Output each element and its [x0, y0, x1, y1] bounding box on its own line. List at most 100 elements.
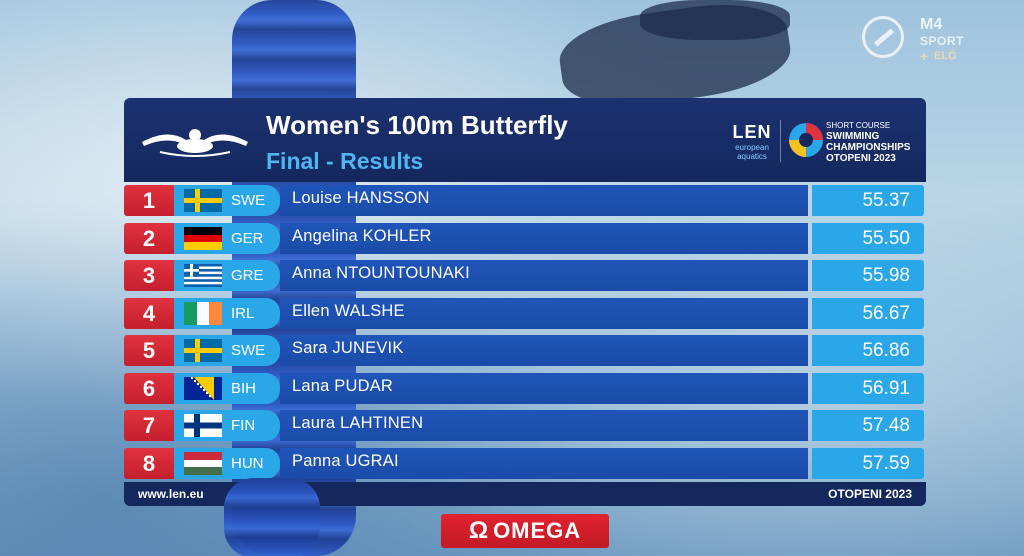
swimmer-name: Panna UGRAI — [292, 451, 399, 470]
country-cell: SWE — [174, 335, 280, 366]
event-subtitle: Final - Results — [266, 148, 424, 174]
country-cell: FIN — [174, 410, 280, 441]
time-cell: 55.50 — [812, 222, 924, 254]
country-cell: HUN — [174, 447, 280, 479]
country-code: FIN — [231, 417, 256, 434]
fin-flag-icon — [184, 414, 222, 437]
event-title: Women's 100m Butterfly — [266, 110, 568, 140]
len-logo-sub1: european — [735, 143, 769, 152]
country-code: HUN — [231, 454, 264, 472]
rank-badge: 4 — [124, 297, 174, 329]
time-cell: 56.91 — [812, 372, 924, 404]
swimmer-name: Lana PUDAR — [292, 376, 394, 395]
rank-badge: 6 — [124, 372, 174, 404]
name-bar — [280, 410, 808, 441]
hun-flag-icon — [184, 451, 222, 475]
sponsor-name: OMEGA — [493, 518, 582, 543]
result-row: 8 HUN Panna UGRAI 57.59 — [124, 445, 926, 483]
swimmer-name: Louise HANSSON — [292, 189, 430, 207]
lane-rope — [224, 478, 320, 556]
name-bar — [280, 222, 808, 254]
country-code: SWE — [231, 192, 266, 209]
rank-badge: 8 — [124, 447, 174, 479]
omega-icon: Ω — [468, 517, 490, 544]
len-logo: LEN european aquatics — [728, 122, 776, 161]
logo-divider — [780, 120, 781, 162]
time-cell: 56.86 — [812, 335, 924, 366]
result-row: 3 GRE Anna NTOUNTOUNAKI 55.98 — [124, 257, 926, 295]
result-row: 4 IRL Ellen WALSHE 56.67 — [124, 295, 926, 333]
live-label: ELŐ — [934, 50, 957, 62]
country-code: GER — [231, 229, 264, 247]
time-cell: 57.48 — [812, 410, 924, 441]
finish-time: 56.67 — [862, 302, 910, 324]
footer-location: OTOPENI 2023 — [828, 487, 912, 501]
champ-line-2: SWIMMING — [826, 131, 880, 142]
name-bar — [280, 335, 808, 366]
rank-badge: 1 — [124, 185, 174, 216]
footer-url: www.len.eu — [138, 487, 204, 501]
swe-flag-icon — [184, 339, 222, 362]
result-row: 7 FIN Laura LAHTINEN 57.48 — [124, 407, 926, 445]
len-logo-text: LEN — [732, 122, 772, 142]
champ-line-4: OTOPENI 2023 — [826, 153, 896, 164]
rank-badge: 7 — [124, 410, 174, 441]
swimmer-name: Angelina KOHLER — [292, 226, 432, 245]
country-cell: SWE — [174, 185, 280, 216]
country-code: BIH — [231, 379, 257, 397]
country-cell: GER — [174, 222, 280, 254]
broadcaster-logo: M4 SPORT + ELŐ — [862, 12, 992, 64]
len-logo-sub2: aquatics — [737, 152, 767, 161]
name-bar — [280, 297, 808, 329]
time-cell: 55.37 — [812, 185, 924, 216]
finish-time: 57.48 — [862, 415, 910, 436]
rank-badge: 2 — [124, 222, 174, 254]
channel-sport: SPORT — [920, 34, 964, 48]
result-row: 6 BIH Lana PUDAR 56.91 — [124, 370, 926, 408]
champ-line-3: CHAMPIONSHIPS — [826, 142, 911, 153]
results-header: Women's 100m Butterfly Final - Results L… — [124, 98, 926, 182]
name-bar — [280, 372, 808, 404]
swimmer-name: Anna NTOUNTOUNAKI — [292, 264, 470, 282]
champ-line-1: SHORT COURSE — [826, 121, 891, 130]
country-code: SWE — [231, 342, 266, 359]
bih-flag-icon — [184, 376, 222, 400]
name-bar — [280, 260, 808, 291]
sponsor-logo: Ω OMEGA — [441, 514, 609, 548]
result-row: 5 SWE Sara JUNEVIK 56.86 — [124, 332, 926, 370]
rank-badge: 5 — [124, 335, 174, 366]
finish-time: 56.91 — [862, 377, 910, 399]
finish-time: 55.37 — [862, 190, 910, 211]
swe-flag-icon — [184, 189, 222, 212]
time-cell: 56.67 — [812, 297, 924, 329]
finish-time: 57.59 — [862, 452, 910, 474]
country-code: GRE — [231, 267, 264, 284]
finish-time: 55.50 — [862, 227, 910, 249]
rank-badge: 3 — [124, 260, 174, 291]
championship-logo-icon — [789, 123, 823, 157]
gre-flag-icon — [184, 264, 222, 287]
m4-sport-icon — [862, 16, 904, 58]
name-bar — [280, 447, 808, 479]
swimmer-name: Sara JUNEVIK — [292, 339, 404, 357]
country-cell: BIH — [174, 372, 280, 404]
country-cell: GRE — [174, 260, 280, 291]
result-row: 1 SWE Louise HANSSON 55.37 — [124, 182, 926, 220]
irl-flag-icon — [184, 301, 222, 325]
country-cell: IRL — [174, 297, 280, 329]
ger-flag-icon — [184, 226, 222, 250]
plus-icon: + — [920, 48, 929, 64]
championship-name: SHORT COURSE SWIMMING CHAMPIONSHIPS OTOP… — [826, 120, 910, 164]
butterfly-swimmer-icon — [142, 129, 248, 157]
result-row: 2 GER Angelina KOHLER 55.50 — [124, 220, 926, 258]
channel-name: M4 — [920, 16, 943, 33]
results-list: 1 SWE Louise HANSSON 55.37 2 GER Angelina KOHL… — [124, 182, 926, 482]
results-panel: Women's 100m Butterfly Final - Results L… — [124, 98, 926, 506]
finish-time: 56.86 — [862, 340, 910, 361]
swimmer-name: Ellen WALSHE — [292, 301, 405, 320]
finish-time: 55.98 — [862, 265, 910, 286]
swimmer-name: Laura LAHTINEN — [292, 414, 424, 432]
country-code: IRL — [231, 304, 255, 322]
time-cell: 55.98 — [812, 260, 924, 291]
time-cell: 57.59 — [812, 447, 924, 479]
